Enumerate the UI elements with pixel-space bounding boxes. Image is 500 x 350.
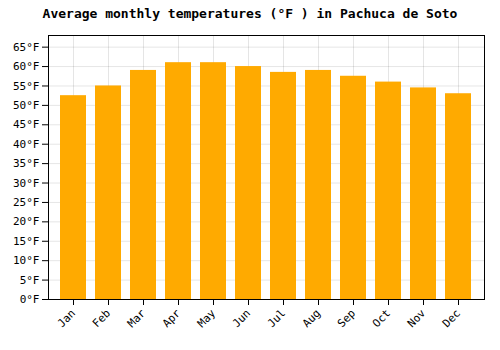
svg-text:0°F: 0°F [20,293,40,306]
svg-text:55°F: 55°F [13,79,40,92]
svg-text:Mar: Mar [125,306,149,330]
svg-text:10°F: 10°F [13,254,40,267]
svg-text:30°F: 30°F [13,177,40,190]
svg-text:Jun: Jun [230,307,253,330]
svg-text:35°F: 35°F [13,157,40,170]
svg-text:15°F: 15°F [13,235,40,248]
svg-text:Feb: Feb [90,307,113,330]
html-text:Average monthly temperatures (: Average monthly temperatures (°F ) in Pa… [42,6,458,21]
svg-text:45°F: 45°F [13,118,40,131]
svg-text:20°F: 20°F [13,215,40,228]
svg-text:Dec: Dec [440,307,463,330]
svg-text:Nov: Nov [405,306,429,330]
svg-text:Apr: Apr [160,306,184,330]
svg-text:25°F: 25°F [13,196,40,209]
svg-text:65°F: 65°F [13,41,40,54]
svg-text:Jul: Jul [265,307,288,330]
svg-text:Oct: Oct [370,307,393,330]
svg-text:Jan: Jan [55,307,78,330]
svg-text:5°F: 5°F [20,274,40,287]
svg-text:50°F: 50°F [13,99,40,112]
svg-text:Sep: Sep [335,307,358,330]
svg-text:40°F: 40°F [13,138,40,151]
svg-text:May: May [195,306,219,330]
svg-text:60°F: 60°F [13,60,40,73]
svg-text:Aug: Aug [300,307,323,330]
